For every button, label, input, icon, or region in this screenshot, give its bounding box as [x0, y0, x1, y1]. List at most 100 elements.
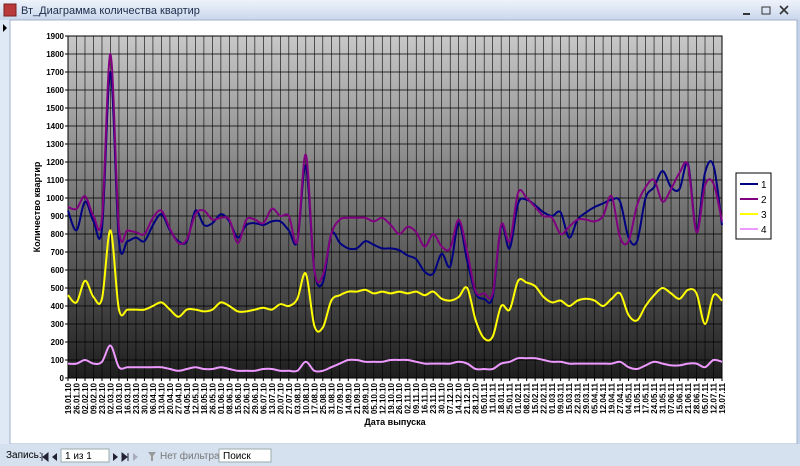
x-tick-label: 02.02.10 [81, 382, 90, 414]
y-tick-label: 500 [51, 284, 65, 293]
x-tick-label: 12.10.10 [378, 382, 387, 414]
x-tick-label: 01.06.10 [217, 382, 226, 414]
maximize-button[interactable] [761, 6, 771, 15]
x-tick-label: 28.12.10 [472, 382, 481, 414]
y-tick-label: 400 [51, 302, 65, 311]
x-tick-label: 25.01.11 [506, 382, 515, 413]
x-tick-label: 25.08.10 [319, 382, 328, 414]
x-tick-label: 21.12.10 [463, 382, 472, 414]
x-tick-label: 19.01.10 [64, 382, 73, 414]
y-tick-label: 1100 [47, 176, 65, 185]
x-tick-label: 14.12.10 [455, 382, 464, 414]
x-tick-label: 16.11.10 [421, 382, 430, 413]
x-tick-label: 23.02.10 [98, 382, 107, 414]
record-position: 1 из 1 [65, 451, 92, 462]
new-record-button[interactable] [133, 453, 138, 461]
x-tick-label: 18.01.11 [497, 382, 506, 413]
search-placeholder: Поиск [223, 451, 251, 462]
x-tick-label: 17.05.11 [642, 382, 651, 413]
x-tick-label: 02.11.10 [404, 382, 413, 413]
x-tick-label: 06.04.10 [149, 382, 158, 414]
x-tick-label: 21.09.10 [353, 382, 362, 414]
x-tick-label: 20.07.10 [276, 382, 285, 414]
title-bar [0, 0, 800, 20]
prev-record-button[interactable] [52, 453, 57, 461]
record-selector[interactable] [0, 20, 10, 444]
x-tick-label: 12.05.10 [191, 382, 200, 414]
x-tick-label: 14.09.10 [344, 382, 353, 414]
y-tick-label: 0 [60, 374, 65, 383]
x-tick-label: 09.11.10 [412, 382, 421, 413]
x-tick-label: 09.03.11 [557, 382, 566, 413]
close-button[interactable] [779, 5, 789, 15]
x-tick-label: 01.03.11 [548, 382, 557, 413]
x-tick-label: 15.06.10 [234, 382, 243, 414]
x-tick-label: 05.01.11 [480, 382, 489, 413]
y-axis-label: Количество квартир [32, 161, 42, 252]
y-tick-label: 1000 [46, 194, 64, 203]
x-axis-label: Дата выпуска [364, 417, 426, 427]
x-tick-label: 08.06.10 [225, 382, 234, 414]
y-tick-label: 1400 [46, 122, 64, 131]
first-record-button[interactable] [41, 451, 49, 463]
x-tick-label: 22.02.11 [540, 382, 549, 413]
x-tick-label: 07.09.10 [336, 382, 345, 414]
next-record-button[interactable] [113, 453, 118, 461]
record-position-box[interactable] [60, 448, 110, 463]
series-line [67, 52, 723, 300]
x-tick-label: 31.08.10 [327, 382, 336, 414]
x-tick-label: 15.03.11 [565, 382, 574, 413]
x-tick-label: 26.01.10 [72, 382, 81, 414]
x-tick-label: 12.07.11 [710, 382, 719, 413]
y-tick-label: 1800 [46, 50, 64, 59]
x-tick-label: 28.06.11 [693, 382, 702, 413]
x-tick-label: 18.05.10 [200, 382, 209, 414]
y-tick-label: 1500 [46, 104, 64, 113]
filter-status[interactable]: Нет фильтра [160, 450, 220, 462]
y-tick-label: 100 [51, 356, 65, 365]
y-tick-label: 1900 [46, 32, 64, 41]
y-tick-label: 300 [51, 320, 65, 329]
window-buttons[interactable] [743, 5, 789, 15]
x-tick-label: 15.02.11 [531, 382, 540, 413]
x-tick-label: 19.04.11 [608, 382, 617, 413]
last-record-button[interactable] [121, 451, 129, 463]
x-tick-label: 27.04.11 [616, 382, 625, 413]
app-icon [3, 3, 17, 17]
y-tick-label: 1300 [46, 140, 64, 149]
search-box[interactable] [218, 448, 272, 463]
x-tick-label: 09.02.10 [89, 382, 98, 414]
y-tick-label: 800 [51, 230, 65, 239]
x-tick-label: 04.05.10 [183, 382, 192, 414]
x-tick-label: 05.10.10 [370, 382, 379, 414]
y-tick-label: 200 [51, 338, 65, 347]
x-tick-label: 13.07.10 [268, 382, 277, 414]
x-tick-label: 05.07.11 [701, 382, 710, 413]
x-tick-label: 31.05.11 [659, 382, 668, 413]
y-tick-label: 900 [51, 212, 65, 221]
x-tick-label: 04.05.11 [625, 382, 634, 413]
x-tick-label: 30.11.10 [438, 382, 447, 413]
x-tick-label: 27.04.10 [174, 382, 183, 414]
x-tick-label: 28.09.10 [361, 382, 370, 414]
x-tick-label: 15.06.11 [676, 382, 685, 413]
record-label: Запись: [6, 450, 42, 461]
x-tick-label: 16.03.10 [123, 382, 132, 414]
window-title: Вт_Диаграмма количества квартир [21, 5, 200, 17]
x-tick-label: 23.03.10 [132, 382, 141, 414]
x-tick-label: 11.01.11 [489, 382, 498, 413]
x-tick-label: 07.06.11 [667, 382, 676, 413]
record-arrow [3, 24, 7, 32]
y-tick-label: 1600 [46, 86, 64, 95]
x-tick-label: 19.10.10 [387, 382, 396, 414]
plot-area [67, 35, 723, 379]
y-tick-label: 600 [51, 266, 65, 275]
x-tick-label: 20.04.10 [166, 382, 175, 414]
x-tick-label: 12.04.11 [599, 382, 608, 413]
x-tick-label: 03.08.10 [293, 382, 302, 414]
series-line [67, 229, 723, 342]
series-line [67, 344, 723, 373]
x-tick-label: 29.03.11 [582, 382, 591, 413]
x-tick-label: 08.02.11 [523, 382, 532, 413]
